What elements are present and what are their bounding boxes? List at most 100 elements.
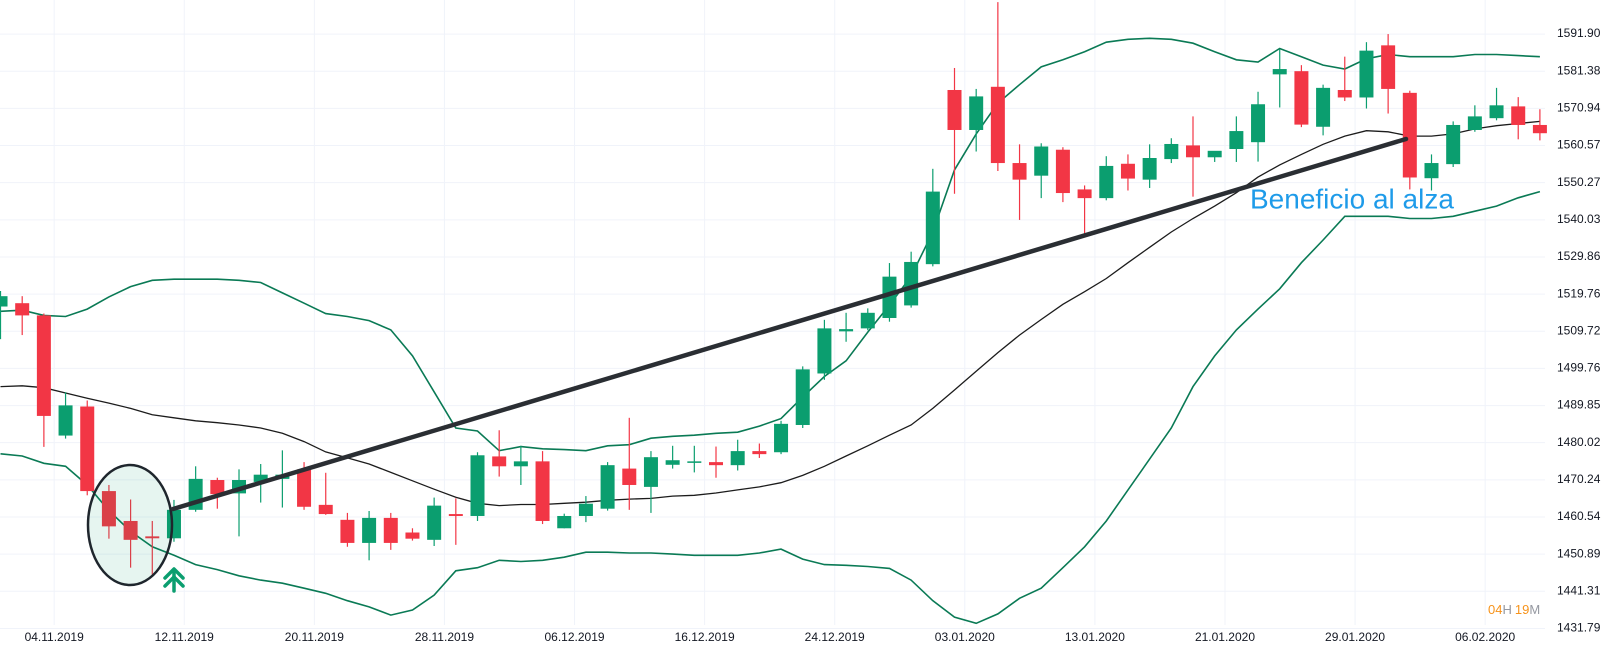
candle-body — [730, 451, 745, 466]
candle-body — [340, 519, 355, 543]
candle-body — [1511, 106, 1526, 125]
candle-body — [1207, 150, 1222, 158]
y-tick-label: 1509.72 — [1557, 323, 1601, 337]
candle-body — [0, 296, 8, 307]
candle-body — [752, 451, 767, 455]
candle-body — [1424, 163, 1439, 179]
candle-body — [427, 505, 442, 540]
countdown-m: M — [1529, 602, 1540, 617]
candle-body — [1294, 71, 1309, 125]
highlight-ellipse — [86, 463, 174, 587]
candle-body — [470, 455, 485, 516]
x-tick-label: 21.01.2020 — [1195, 630, 1255, 644]
candle-body — [448, 514, 463, 516]
candle-body — [318, 504, 333, 515]
y-tick-label: 1450.89 — [1557, 546, 1601, 560]
candle-body — [1446, 124, 1461, 165]
candle-body — [839, 329, 854, 332]
y-tick-label: 1480.02 — [1557, 435, 1601, 449]
x-tick-label: 16.12.2019 — [675, 630, 735, 644]
candle-body — [925, 191, 940, 265]
candle-body — [1164, 143, 1179, 160]
candle-body — [1337, 89, 1352, 98]
x-tick-label: 28.11.2019 — [415, 630, 474, 644]
countdown-minutes: 19 — [1515, 602, 1529, 617]
x-tick-label: 13.01.2020 — [1065, 630, 1125, 644]
x-tick-label: 12.11.2019 — [155, 630, 214, 644]
candle-body — [665, 460, 680, 465]
candle-body — [622, 468, 637, 485]
candle-body — [1142, 158, 1157, 180]
y-tick-label: 1560.57 — [1557, 138, 1601, 152]
y-tick-label: 1431.79 — [1557, 621, 1601, 635]
y-tick-label: 1550.27 — [1557, 175, 1601, 189]
candle-body — [578, 503, 593, 516]
candle-body — [297, 469, 312, 507]
annotation: Beneficio al alza — [1250, 183, 1454, 214]
candle-body — [1489, 105, 1504, 119]
candle-body — [969, 96, 984, 130]
candle-body — [1099, 165, 1114, 199]
band-lower — [0, 190, 1541, 625]
candle-body — [1316, 87, 1331, 127]
candle-body — [1055, 149, 1070, 194]
candle-body — [795, 369, 810, 425]
candle-body — [557, 515, 572, 529]
buy-arrow — [163, 567, 185, 593]
band-middle — [0, 120, 1540, 507]
candle-body — [101, 491, 116, 527]
y-tick-label: 1470.24 — [1557, 472, 1601, 486]
candle-body — [1272, 69, 1287, 75]
countdown: 04H 19M — [1488, 602, 1540, 617]
candle-body — [817, 328, 832, 374]
candle-body — [1532, 124, 1547, 134]
y-tick-label: 1519.76 — [1557, 286, 1601, 300]
x-tick-label: 29.01.2020 — [1325, 630, 1385, 644]
candle-body — [36, 315, 51, 416]
y-tick-label: 1570.94 — [1557, 101, 1601, 115]
candle-body — [492, 456, 507, 467]
grid — [0, 0, 1545, 629]
y-tick-label: 1499.76 — [1557, 361, 1601, 375]
candle-body — [1229, 131, 1244, 150]
candle-body — [362, 517, 377, 543]
candle-body — [1012, 163, 1027, 180]
y-tick-label: 1591.90 — [1557, 26, 1601, 40]
candle-body — [709, 462, 724, 466]
countdown-hours: 04 — [1488, 602, 1502, 617]
countdown-h: H — [1502, 602, 1511, 617]
x-tick-label: 24.12.2019 — [805, 630, 865, 644]
candle-body — [882, 276, 897, 318]
candle-body — [1467, 116, 1482, 130]
candle-body — [405, 532, 420, 539]
candle-body — [774, 423, 789, 453]
candle-body — [58, 405, 73, 436]
candle-body — [1251, 104, 1266, 143]
candle-body — [1185, 145, 1200, 158]
candles — [0, 2, 1547, 575]
candle-body — [210, 480, 225, 495]
candle-body — [860, 312, 875, 329]
candle-body — [1381, 45, 1396, 89]
candle-body — [1359, 50, 1374, 98]
candle-body — [145, 536, 160, 539]
y-tick-label: 1529.86 — [1557, 249, 1601, 263]
band-upper — [0, 37, 1540, 452]
candle-body — [947, 89, 962, 130]
candle-body — [80, 406, 95, 492]
candle-body — [1402, 92, 1417, 178]
x-tick-label: 06.02.2020 — [1455, 630, 1515, 644]
candle-body — [123, 520, 138, 540]
candle-body — [600, 465, 615, 509]
y-tick-label: 1540.03 — [1557, 212, 1601, 226]
y-tick-label: 1460.54 — [1557, 509, 1601, 523]
trend-line — [170, 136, 1409, 512]
candle-body — [513, 461, 528, 467]
x-tick-label: 20.11.2019 — [285, 630, 344, 644]
candle-body — [990, 86, 1005, 164]
y-tick-label: 1441.31 — [1557, 583, 1601, 597]
y-tick-label: 1581.38 — [1557, 63, 1601, 77]
candle-body — [1077, 189, 1092, 199]
candle-body — [904, 261, 919, 306]
